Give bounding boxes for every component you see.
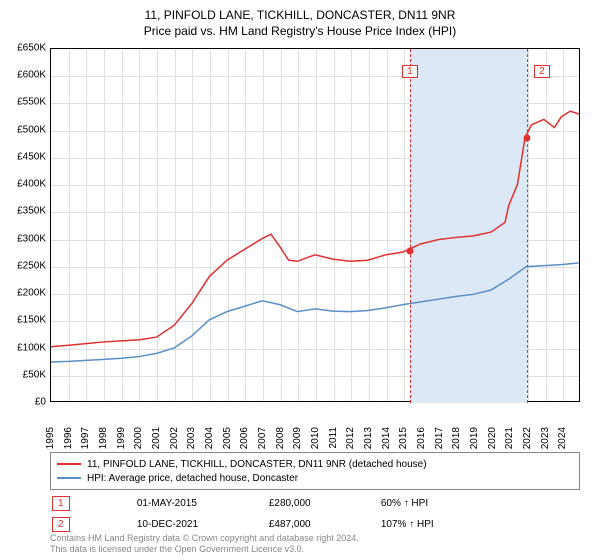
y-axis-label: £650K	[0, 43, 46, 54]
legend: 11, PINFOLD LANE, TICKHILL, DONCASTER, D…	[50, 452, 580, 490]
x-axis-label: 2018	[451, 427, 469, 449]
legend-swatch	[57, 463, 81, 465]
legend-item: 11, PINFOLD LANE, TICKHILL, DONCASTER, D…	[57, 457, 573, 471]
y-axis-label: £250K	[0, 260, 46, 271]
x-axis-label: 2012	[345, 427, 363, 449]
legend-label: HPI: Average price, detached house, Donc…	[87, 473, 298, 484]
x-axis-label: 2013	[363, 427, 381, 449]
x-axis-label: 2003	[186, 427, 204, 449]
y-axis-label: £400K	[0, 179, 46, 190]
event-date: 10-DEC-2021	[137, 515, 267, 534]
footer-attribution: Contains HM Land Registry data © Crown c…	[50, 533, 359, 556]
x-axis-label: 2019	[469, 427, 487, 449]
chart-lines	[51, 49, 579, 401]
x-axis-label: 2016	[416, 427, 434, 449]
chart-title: 11, PINFOLD LANE, TICKHILL, DONCASTER, D…	[0, 0, 600, 22]
legend-swatch	[57, 477, 81, 479]
event-price: £280,000	[269, 494, 379, 513]
x-axis-label: 2007	[257, 427, 275, 449]
event-delta: 107% ↑ HPI	[381, 515, 578, 534]
events-table: 1 01-MAY-2015£280,00060% ↑ HPI 2 10-DEC-202…	[50, 492, 580, 536]
event-dot	[407, 247, 414, 254]
y-axis-label: £200K	[0, 288, 46, 299]
event-number-box: 2	[52, 517, 70, 532]
footer-line1: Contains HM Land Registry data © Crown c…	[50, 533, 359, 545]
event-number-box: 1	[52, 496, 70, 511]
x-axis-label: 1999	[116, 427, 134, 449]
x-axis-label: 2014	[381, 427, 399, 449]
x-axis-label: 2010	[310, 427, 328, 449]
x-axis-label: 1996	[63, 427, 81, 449]
y-axis-label: £100K	[0, 342, 46, 353]
x-axis-label: 1997	[80, 427, 98, 449]
legend-item: HPI: Average price, detached house, Donc…	[57, 471, 573, 485]
y-axis-label: £500K	[0, 124, 46, 135]
y-axis-label: £350K	[0, 206, 46, 217]
event-line	[410, 49, 411, 403]
x-axis-label: 2005	[222, 427, 240, 449]
event-row: 2 10-DEC-2021£487,000107% ↑ HPI	[52, 515, 578, 534]
x-axis-label: 2015	[398, 427, 416, 449]
x-axis-label: 2008	[275, 427, 293, 449]
x-axis-label: 2001	[151, 427, 169, 449]
event-line	[527, 49, 528, 403]
x-axis-label: 2006	[239, 427, 257, 449]
x-axis-label: 2004	[204, 427, 222, 449]
y-axis-label: £50K	[0, 369, 46, 380]
event-date: 01-MAY-2015	[137, 494, 267, 513]
x-axis-label: 2023	[540, 427, 558, 449]
y-axis-label: £0	[0, 397, 46, 408]
event-price: £487,000	[269, 515, 379, 534]
series-line	[51, 111, 579, 347]
event-marker-label: 2	[534, 65, 550, 78]
series-line	[51, 263, 579, 362]
x-axis-label: 2002	[169, 427, 187, 449]
chart-plot-area: 1995199619971998199920002001200220032004…	[50, 48, 580, 402]
x-axis-label: 2021	[504, 427, 522, 449]
x-axis-label: 2011	[328, 427, 346, 449]
x-axis-label: 2022	[522, 427, 540, 449]
y-axis-label: £450K	[0, 151, 46, 162]
x-axis-label: 1995	[45, 427, 63, 449]
event-row: 1 01-MAY-2015£280,00060% ↑ HPI	[52, 494, 578, 513]
x-axis-label: 2009	[292, 427, 310, 449]
x-axis-label: 2020	[487, 427, 505, 449]
x-axis-label: 1998	[98, 427, 116, 449]
event-delta: 60% ↑ HPI	[381, 494, 578, 513]
event-dot	[523, 134, 530, 141]
footer-line2: This data is licensed under the Open Gov…	[50, 544, 359, 556]
chart-subtitle: Price paid vs. HM Land Registry's House …	[0, 22, 600, 38]
x-axis-label: 2017	[434, 427, 452, 449]
legend-label: 11, PINFOLD LANE, TICKHILL, DONCASTER, D…	[87, 459, 427, 470]
x-axis-label: 2000	[133, 427, 151, 449]
y-axis-label: £300K	[0, 233, 46, 244]
y-axis-label: £550K	[0, 97, 46, 108]
x-axis-label: 2024	[557, 427, 575, 449]
event-marker-label: 1	[402, 65, 418, 78]
y-axis-label: £150K	[0, 315, 46, 326]
y-axis-label: £600K	[0, 70, 46, 81]
